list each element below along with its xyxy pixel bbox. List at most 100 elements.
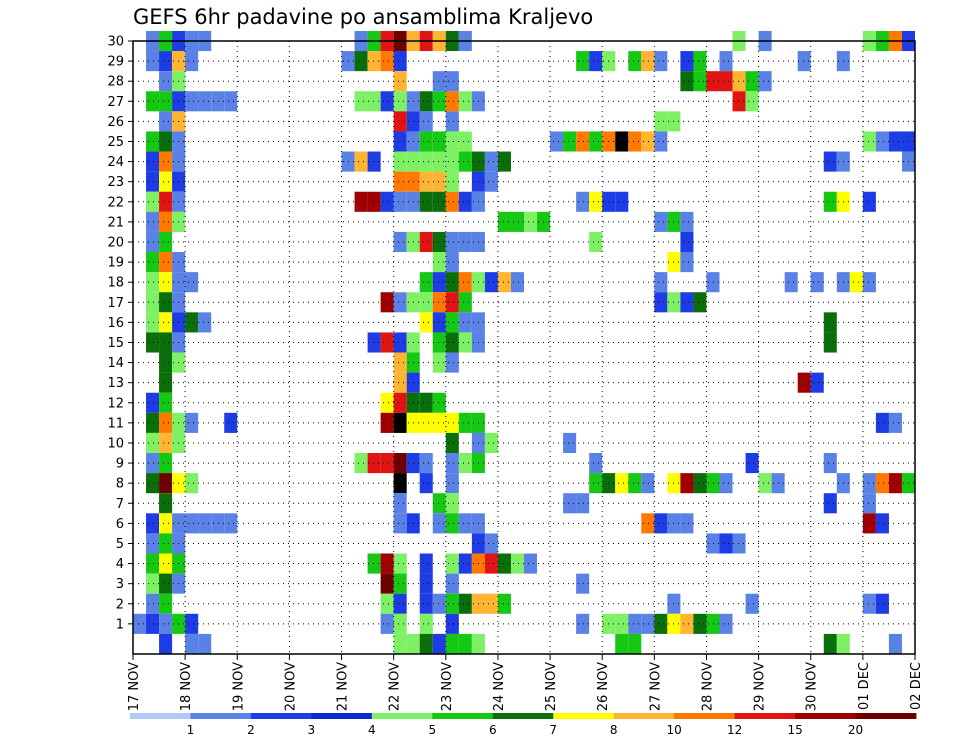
heatmap-cell xyxy=(445,493,459,514)
heatmap-cell xyxy=(862,191,876,212)
heatmap-cell xyxy=(198,513,212,534)
heatmap-cell xyxy=(159,633,173,654)
heatmap-cell xyxy=(380,613,394,634)
colorbar-label: 12 xyxy=(727,723,742,737)
heatmap-cell xyxy=(458,633,472,654)
heatmap-cell xyxy=(823,332,837,353)
y-tick-label: 7 xyxy=(116,497,124,512)
colorbar: 1 2 3 4 5 6 7 8 10 12 15 20 xyxy=(130,713,917,737)
heatmap-cell xyxy=(367,51,381,72)
colorbar-label: 8 xyxy=(610,723,618,737)
heatmap-cell xyxy=(471,633,485,654)
y-tick-label: 21 xyxy=(107,215,124,230)
heatmap-cell xyxy=(354,91,368,112)
heatmap-cell xyxy=(758,473,772,494)
y-tick-label: 3 xyxy=(116,577,124,592)
heatmap-cell xyxy=(745,453,759,474)
heatmap-cell xyxy=(445,111,459,132)
heatmap-cell xyxy=(693,613,707,634)
heatmap-cell xyxy=(159,252,173,273)
heatmap-cell xyxy=(159,432,173,454)
y-tick-label: 4 xyxy=(116,557,124,572)
x-tick-label: 17 NOV xyxy=(127,662,142,711)
heatmap-cell xyxy=(432,312,446,333)
x-tick-label: 02 DEC xyxy=(909,662,924,710)
heatmap-cell xyxy=(706,613,720,634)
x-tick-label: 01 DEC xyxy=(857,662,872,710)
heatmap-cell xyxy=(419,412,433,433)
y-tick-label: 2 xyxy=(116,597,124,612)
y-axis-ticks: 1234567891011121314151617181920212223242… xyxy=(107,35,133,632)
heatmap-cell xyxy=(458,513,472,534)
heatmap-cell xyxy=(432,352,446,373)
heatmap-cell xyxy=(563,131,577,152)
heatmap-cell xyxy=(159,593,173,614)
heatmap-cell xyxy=(159,533,173,554)
heatmap-cell xyxy=(680,51,694,72)
heatmap-cell xyxy=(680,513,694,534)
heatmap-cell xyxy=(393,151,407,172)
heatmap-cell xyxy=(693,51,707,72)
heatmap-cell xyxy=(432,412,446,433)
heatmap-cell xyxy=(159,513,173,534)
heatmap-cell xyxy=(393,131,407,152)
heatmap-cell xyxy=(589,51,603,72)
y-tick-label: 9 xyxy=(116,457,124,472)
heatmap-cell xyxy=(419,231,433,253)
colorbar-segment xyxy=(190,713,252,719)
heatmap-cell xyxy=(445,71,459,92)
heatmap-cell xyxy=(380,332,394,353)
heatmap-cell xyxy=(159,613,173,634)
heatmap-cell xyxy=(159,352,173,373)
heatmap-cell xyxy=(146,613,160,634)
heatmap-cell xyxy=(706,272,720,293)
heatmap-cell xyxy=(458,91,472,112)
heatmap-cell xyxy=(862,131,876,152)
heatmap-cell xyxy=(432,593,446,614)
heatmap-cell xyxy=(380,51,394,72)
heatmap-cell xyxy=(419,91,433,112)
heatmap-cell xyxy=(393,352,407,373)
heatmap-cell xyxy=(615,473,629,494)
heatmap-cell xyxy=(419,111,433,132)
heatmap-cell xyxy=(576,493,590,514)
heatmap-cell xyxy=(380,553,394,574)
heatmap-cell xyxy=(367,191,381,212)
heatmap-cell xyxy=(432,131,446,152)
y-tick-label: 22 xyxy=(107,195,124,210)
heatmap-cell xyxy=(732,533,746,554)
heatmap-cell xyxy=(745,593,759,614)
heatmap-cell xyxy=(888,633,902,654)
y-tick-label: 26 xyxy=(107,115,124,130)
heatmap-cell xyxy=(419,453,433,474)
heatmap-cell xyxy=(862,493,876,514)
heatmap-cell xyxy=(432,252,446,273)
colorbar-segment xyxy=(371,713,433,719)
heatmap-cell xyxy=(159,473,173,494)
heatmap-cell xyxy=(875,412,889,433)
heatmap-cell xyxy=(654,111,668,132)
heatmap-cell xyxy=(862,272,876,293)
y-tick-label: 28 xyxy=(107,75,124,90)
heatmap-cell xyxy=(641,513,655,534)
heatmap-cell xyxy=(628,633,642,654)
heatmap-cell xyxy=(745,91,759,112)
heatmap-cell xyxy=(393,292,407,313)
heatmap-cell xyxy=(641,473,655,494)
heatmap-cell xyxy=(146,272,160,293)
colorbar-label: 4 xyxy=(368,723,376,737)
heatmap-cell xyxy=(159,191,173,212)
heatmap-cell xyxy=(159,332,173,353)
heatmap-cell xyxy=(719,533,733,554)
heatmap-cell xyxy=(445,91,459,112)
heatmap-cell xyxy=(393,171,407,192)
heatmap-cell xyxy=(589,453,603,474)
heatmap-cell xyxy=(445,412,459,433)
colorbar-segment xyxy=(553,713,615,719)
heatmap-cell xyxy=(484,533,498,554)
heatmap-cell xyxy=(445,151,459,172)
heatmap-cell xyxy=(576,573,590,594)
heatmap-cell xyxy=(589,191,603,212)
heatmap-cell xyxy=(484,432,498,454)
heatmap-cell xyxy=(146,211,160,232)
